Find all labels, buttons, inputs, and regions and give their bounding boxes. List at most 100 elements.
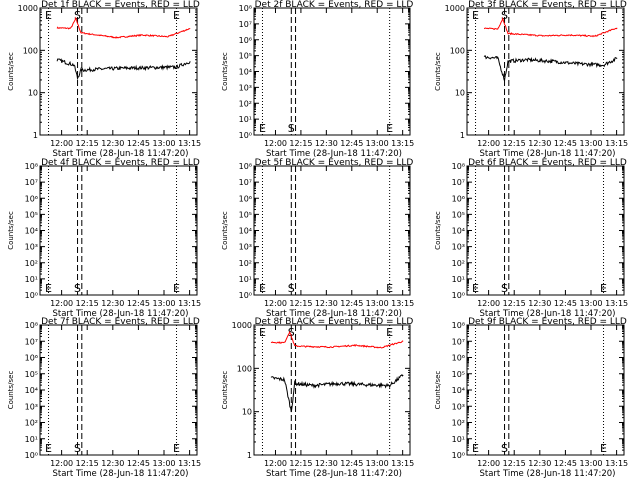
y-tick-label: 10⁵ xyxy=(239,52,252,61)
y-tick-label: 1 xyxy=(33,131,38,140)
y-tick-label: 10⁴ xyxy=(25,386,38,395)
x-tick-label: 13:15 xyxy=(178,139,201,148)
panel-title: Det 2f BLACK = Events, RED = LLD xyxy=(255,0,414,10)
y-axis-label: Counts/sec xyxy=(434,371,442,410)
detector-panel-6: Det 6f BLACK = Events, RED = LLD 10⁰ 10¹ 10… xyxy=(434,158,628,319)
y-axis-label: Counts/sec xyxy=(434,52,442,91)
marker-label: S xyxy=(74,442,81,455)
y-tick-label: 10⁰ xyxy=(25,291,38,300)
x-tick-label: 12:00 xyxy=(264,139,287,148)
y-axis-label: Counts/sec xyxy=(221,211,229,250)
panel-title: Det 9f BLACK = Events, RED = LLD xyxy=(468,317,627,327)
marker-label: E xyxy=(386,326,393,339)
plot-frame xyxy=(466,324,625,456)
events-series-line xyxy=(483,55,618,81)
marker-label: E xyxy=(173,282,180,295)
x-axis-label: Start Time (28-Jun-18 11:47:20) xyxy=(480,149,616,159)
marker-label: E xyxy=(472,282,479,295)
y-tick-label: 1 xyxy=(247,451,252,460)
x-axis-label: Start Time (28-Jun-18 11:47:20) xyxy=(53,469,189,479)
marker-label: S xyxy=(501,9,508,22)
marker-label: E xyxy=(173,442,180,455)
marker-label: S xyxy=(501,442,508,455)
x-tick-label: 12:00 xyxy=(264,459,287,468)
x-axis-label: Start Time (28-Jun-18 11:47:20) xyxy=(266,149,402,159)
marker-label: E xyxy=(173,9,180,22)
y-tick-label: 10³ xyxy=(452,402,465,411)
y-tick-label: 100 xyxy=(23,46,38,55)
y-tick-label: 10⁸ xyxy=(452,162,465,171)
x-tick-label: 12:30 xyxy=(528,459,551,468)
marker-label: E xyxy=(386,282,393,295)
y-tick-label: 10⁵ xyxy=(239,210,252,219)
x-tick-label: 12:45 xyxy=(340,299,363,308)
y-tick-label: 10⁷ xyxy=(452,337,465,346)
x-tick-label: 12:45 xyxy=(554,459,577,468)
marker-label: S xyxy=(288,122,295,135)
x-tick-label: 12:15 xyxy=(289,139,312,148)
detector-panel-5: Det 5f BLACK = Events, RED = LLD 10⁰ 10¹ 10… xyxy=(221,158,414,319)
y-axis-label: Counts/sec xyxy=(221,371,229,410)
marker-label: S xyxy=(74,282,81,295)
y-tick-label: 10³ xyxy=(452,243,465,252)
x-tick-label: 12:45 xyxy=(340,139,363,148)
x-tick-label: 13:00 xyxy=(366,139,389,148)
x-tick-label: 12:15 xyxy=(76,139,99,148)
x-tick-label: 13:15 xyxy=(391,299,414,308)
x-tick-label: 13:15 xyxy=(391,459,414,468)
plot-frame xyxy=(39,324,198,456)
panel-title: Det 5f BLACK = Events, RED = LLD xyxy=(255,158,414,168)
x-tick-label: 12:00 xyxy=(477,299,500,308)
x-tick-label: 12:45 xyxy=(127,459,150,468)
y-tick-label: 10² xyxy=(239,99,252,108)
y-tick-label: 1 xyxy=(460,131,465,140)
y-tick-label: 10⁴ xyxy=(452,386,465,395)
y-tick-label: 10⁷ xyxy=(239,178,252,187)
x-tick-label: 12:45 xyxy=(340,459,363,468)
x-tick-label: 12:00 xyxy=(50,459,73,468)
plot-frame xyxy=(39,7,198,136)
plot-frame xyxy=(39,165,198,296)
marker-label: E xyxy=(45,9,52,22)
y-tick-label: 10⁸ xyxy=(239,4,252,13)
y-axis-label: Counts/sec xyxy=(221,52,229,91)
x-tick-label: 12:30 xyxy=(528,139,551,148)
marker-label: S xyxy=(501,282,508,295)
panel-title: Det 6f BLACK = Events, RED = LLD xyxy=(468,158,627,168)
x-tick-label: 13:00 xyxy=(366,459,389,468)
x-tick-label: 12:30 xyxy=(101,139,124,148)
y-tick-label: 10⁷ xyxy=(239,20,252,29)
detector-panel-3: Det 3f BLACK = Events, RED = LLD 1 10 100 10… xyxy=(434,0,628,159)
y-tick-label: 10⁴ xyxy=(25,227,38,236)
plot-frame xyxy=(466,7,625,136)
marker-label: E xyxy=(45,442,52,455)
x-tick-label: 12:15 xyxy=(289,459,312,468)
x-tick-label: 13:00 xyxy=(579,459,602,468)
y-tick-label: 10¹ xyxy=(25,435,38,444)
x-tick-label: 12:15 xyxy=(76,459,99,468)
panel-title: Det 1f BLACK = Events, RED = LLD xyxy=(41,0,200,10)
y-tick-label: 10 xyxy=(28,89,38,98)
y-tick-label: 100 xyxy=(450,46,465,55)
y-tick-label: 10³ xyxy=(239,83,252,92)
y-tick-label: 100 xyxy=(237,364,252,373)
x-tick-label: 13:15 xyxy=(605,459,628,468)
plot-frame xyxy=(466,165,625,296)
x-tick-label: 12:15 xyxy=(76,299,99,308)
x-axis-label: Start Time (28-Jun-18 11:47:20) xyxy=(480,469,616,479)
x-tick-label: 12:00 xyxy=(50,139,73,148)
x-tick-label: 13:00 xyxy=(152,139,175,148)
x-axis-label: Start Time (28-Jun-18 11:47:20) xyxy=(266,309,402,319)
y-tick-label: 10² xyxy=(239,259,252,268)
y-tick-label: 10¹ xyxy=(452,435,465,444)
y-tick-label: 1000 xyxy=(18,4,38,13)
marker-label: S xyxy=(74,9,81,22)
x-tick-label: 12:30 xyxy=(101,459,124,468)
y-tick-label: 10⁶ xyxy=(239,36,252,45)
detector-panel-9: Det 9f BLACK = Events, RED = LLD 10⁰ 10¹ 10… xyxy=(434,317,628,479)
x-tick-label: 12:15 xyxy=(503,299,526,308)
y-tick-label: 10⁷ xyxy=(25,178,38,187)
marker-label: E xyxy=(259,122,266,135)
detector-panel-4: Det 4f BLACK = Events, RED = LLD 10⁰ 10¹ 10… xyxy=(7,158,201,319)
y-tick-label: 10⁰ xyxy=(25,451,38,460)
